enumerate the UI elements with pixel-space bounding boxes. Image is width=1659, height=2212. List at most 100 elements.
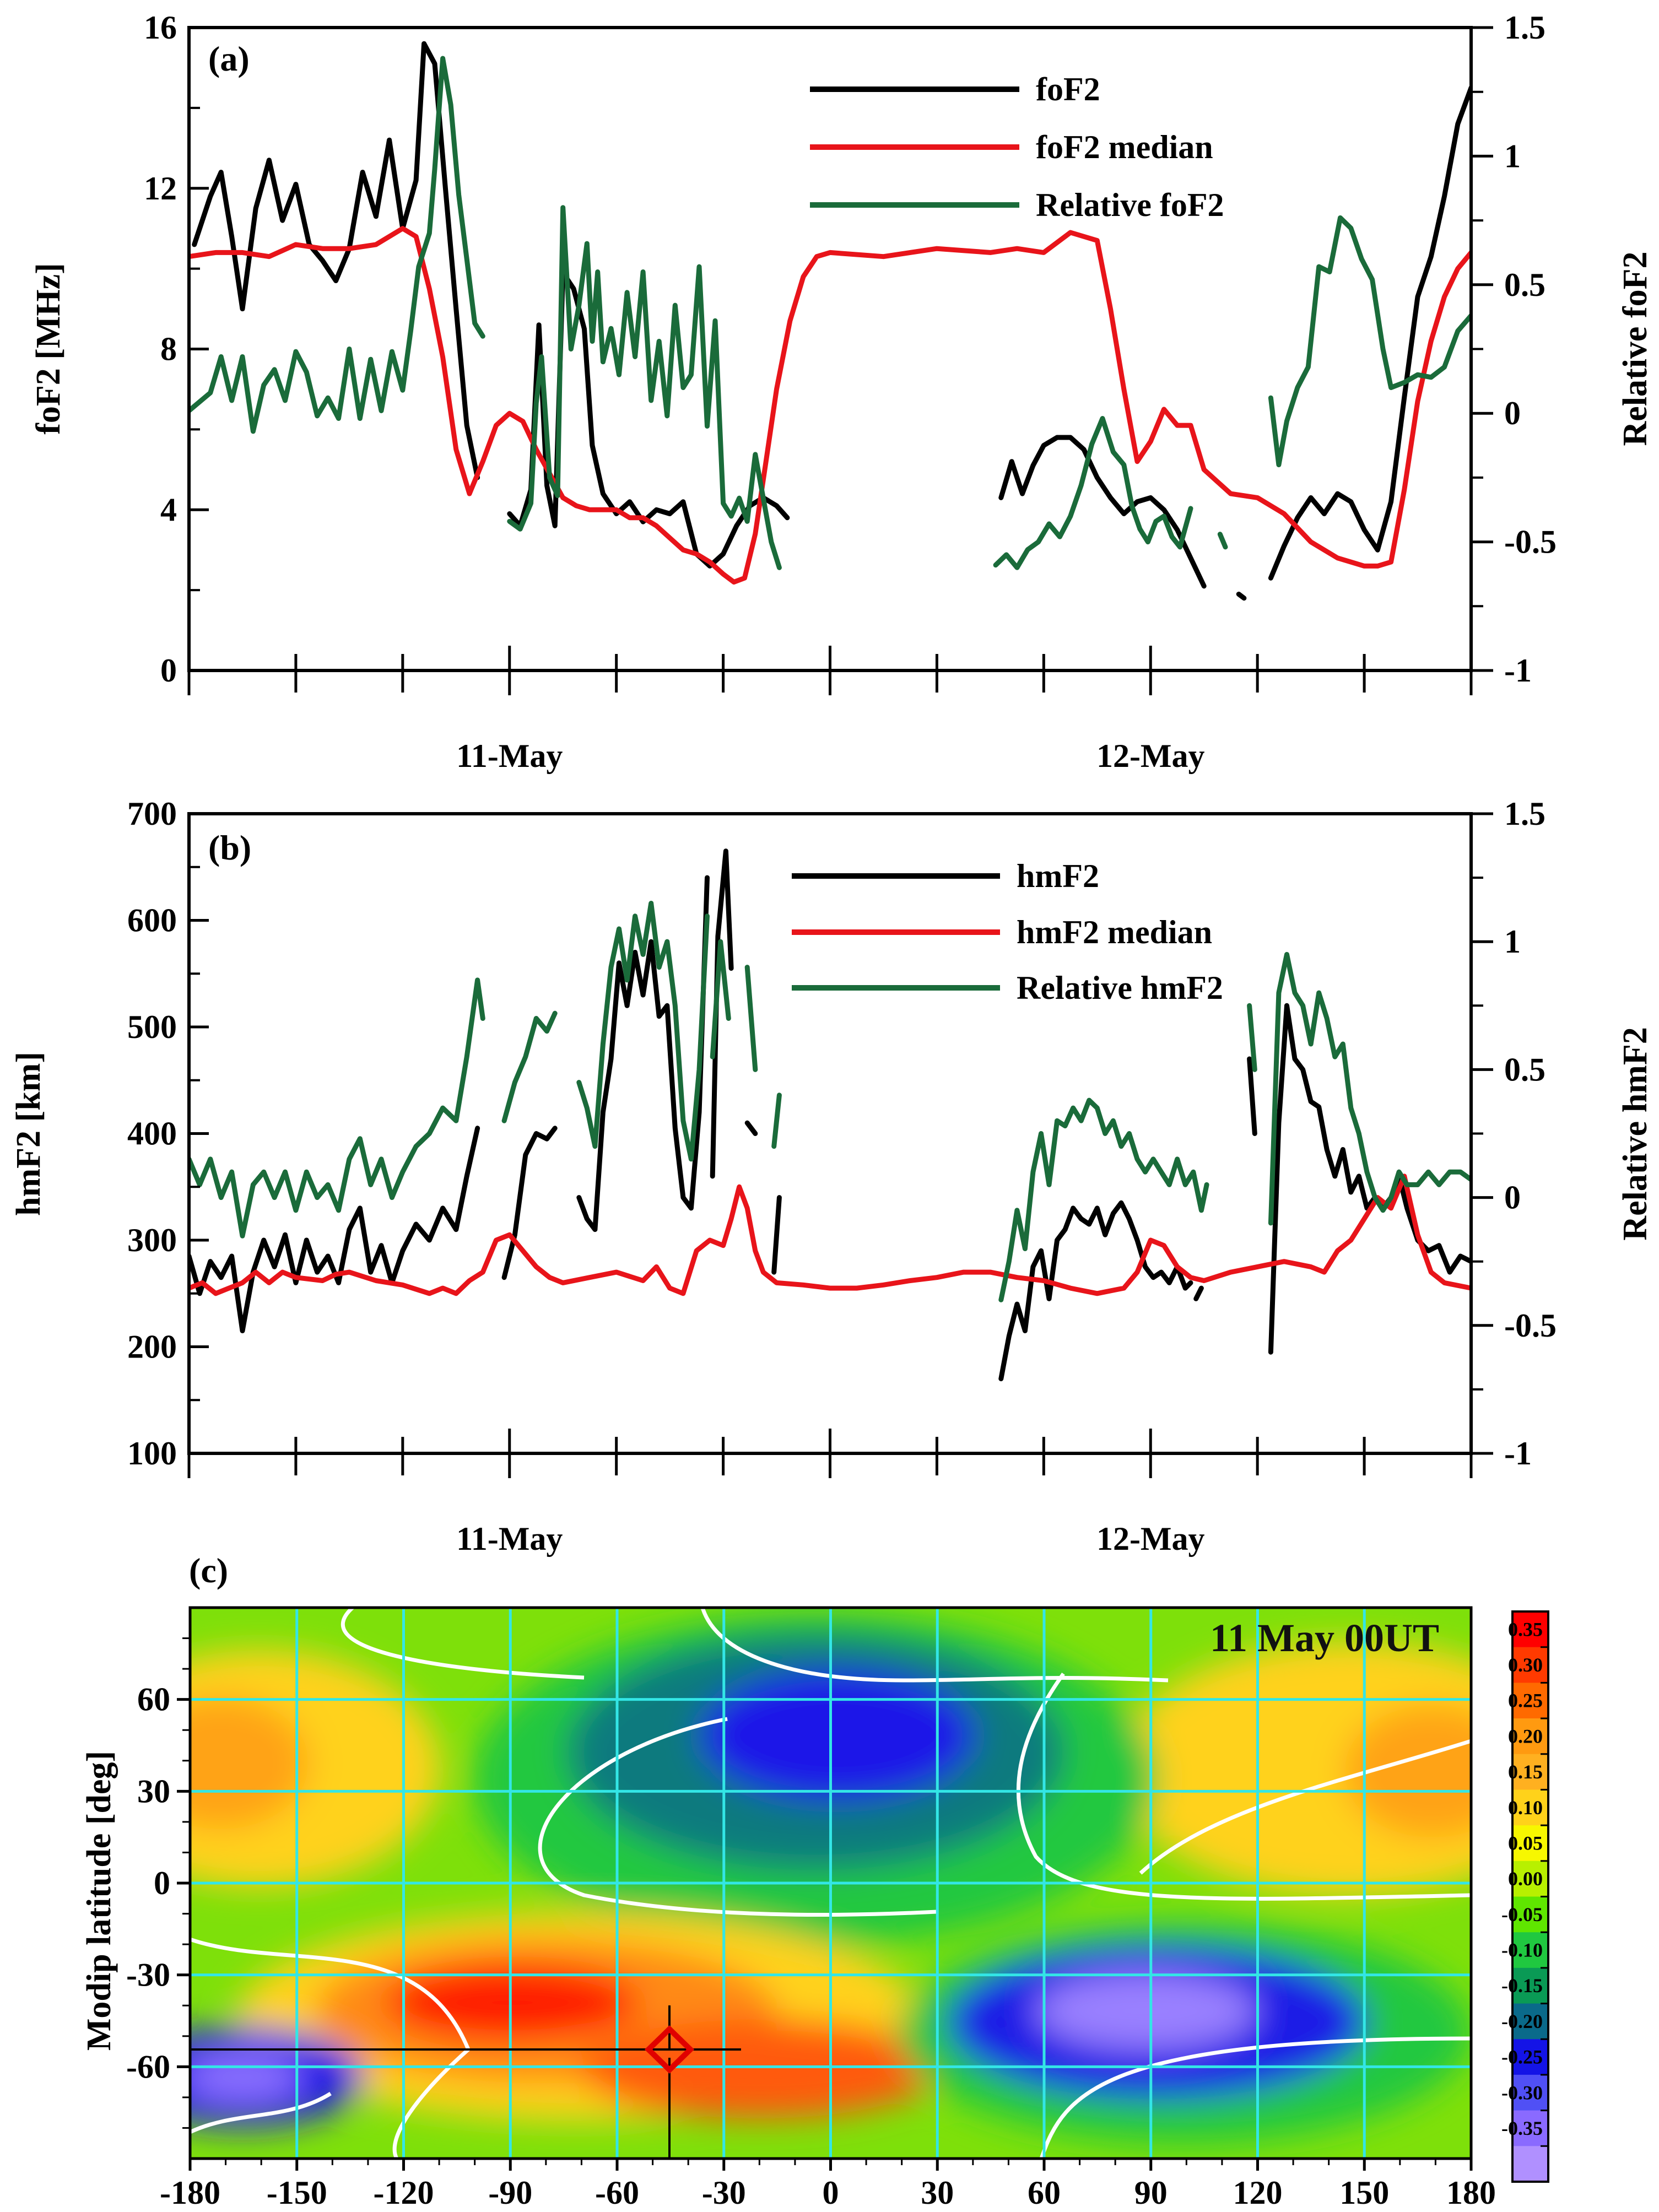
y-tick-label: 4: [160, 491, 177, 528]
series-hmf2: [189, 848, 1471, 1382]
panel-a-series: [189, 41, 1471, 601]
x-date-label: 11-May: [456, 738, 563, 774]
colorbar-label: -0.20: [1501, 2010, 1543, 2032]
y-tick-label: 100: [127, 1435, 177, 1472]
panel-b-legend: hmF2 hmF2 median Relative hmF2: [792, 858, 1223, 1006]
panel-b-ylabel: hmF2 [km]: [10, 1052, 47, 1216]
x-tick-label: -150: [267, 2175, 327, 2211]
series-relative-fof2: [189, 56, 1471, 570]
series-fof2-segment: [998, 435, 1207, 589]
colorbar-label: -0.15: [1501, 1975, 1543, 1997]
colorbar-label: 0.10: [1508, 1797, 1543, 1819]
series-hmf2-segment: [744, 1120, 758, 1136]
y2-tick-label: 1.5: [1504, 9, 1545, 46]
panel-c-label: (c): [189, 1551, 228, 1590]
series-hmf2-segment: [576, 875, 710, 1232]
colorbar-swatch: [1512, 1896, 1548, 1933]
series-relative-fof2-segment: [507, 205, 782, 570]
y-tick-label: 500: [127, 1009, 177, 1045]
zero-contour-trough: [1016, 1672, 1471, 1901]
zero-contour-east: [1139, 1739, 1471, 1875]
colorbar: 0.35 0.30 0.25 0.20 0.15 0.10 0.05 0.00 -0.05 -0.…: [1501, 1610, 1549, 2183]
y-tick-label: 60: [137, 1681, 170, 1718]
colorbar-label: 0.05: [1508, 1832, 1543, 1854]
panel-a-ticks: 0 4 8 12 16 -1 -0.5 0 0.5 1 1.5 11-May 12-May: [144, 9, 1557, 774]
panel-b-y2label: Relative hmF2: [1617, 1027, 1654, 1240]
colorbar-label: 0.20: [1508, 1725, 1543, 1747]
series-hmf2-segment: [1193, 1285, 1204, 1301]
legend-label-hmf2: hmF2: [1017, 858, 1099, 894]
panel-a-label: (a): [208, 39, 250, 78]
zero-contour-center: [700, 1608, 1169, 1683]
y-tick-label: 600: [127, 902, 177, 939]
legend-label-hmf2-median: hmF2 median: [1017, 914, 1212, 950]
x-tick-label: -180: [160, 2175, 220, 2211]
legend-label-fof2-median: foF2 median: [1036, 129, 1213, 165]
colorbar-label: 0.30: [1508, 1654, 1543, 1676]
x-tick-label: 0: [823, 2175, 839, 2211]
panel-b-ticks: 100 200 300 400 500 600 700 -1 -0.5 0 0.5 1 1.5 11-Ma…: [127, 796, 1557, 1557]
panel-a-legend: foF2 foF2 median Relative foF2: [810, 71, 1224, 223]
zero-contour-south-far-west: [190, 2092, 332, 2134]
colorbar-swatch: [1512, 2039, 1548, 2075]
series-hmf2-segment: [998, 1200, 1193, 1382]
x-date-label: 12-May: [1096, 1521, 1205, 1557]
series-fof2-median-segment: [189, 226, 1471, 585]
y2-tick-label: 0.5: [1504, 267, 1545, 303]
x-tick-label: -30: [702, 2175, 746, 2211]
series-relative-hmf2-segment: [1268, 951, 1471, 1226]
series-relative-fof2-segment: [993, 416, 1193, 570]
colorbar-swatch: [1512, 1683, 1548, 1719]
series-hmf2-segment: [1268, 1003, 1471, 1355]
panel-a-frame: [187, 26, 1473, 672]
series-hmf2-segment: [189, 1126, 480, 1333]
legend-label-relative-fof2: Relative foF2: [1036, 187, 1224, 223]
y2-tick-label: 0: [1504, 1180, 1521, 1216]
colorbar-swatch: [1512, 2146, 1548, 2182]
series-hmf2-segment: [771, 1195, 782, 1275]
heatmap-grid: [190, 1608, 1471, 2159]
series-fof2-median: [189, 226, 1471, 585]
colorbar-swatch: [1512, 1861, 1548, 1897]
region-positive-south-core: [386, 1964, 639, 2041]
panel-c: (c): [80, 1551, 1549, 2211]
panel-c-ylabel: Modip latitude [deg]: [80, 1751, 118, 2051]
y2-tick-label: -0.5: [1504, 524, 1557, 560]
colorbar-label: 0.25: [1508, 1690, 1543, 1712]
series-relative-fof2-segment: [1268, 215, 1471, 468]
colorbar-label: 0.00: [1508, 1868, 1543, 1890]
series-relative-fof2-segment: [189, 56, 485, 434]
series-relative-hmf2-segment: [1247, 1003, 1257, 1072]
y-tick-label: 30: [137, 1773, 170, 1809]
y2-tick-label: 0.5: [1504, 1051, 1545, 1088]
y-tick-label: -30: [126, 1957, 170, 1993]
x-tick-label: 180: [1446, 2175, 1496, 2211]
zero-contour-trough-west: [538, 1717, 937, 1917]
y2-tick-label: -0.5: [1504, 1307, 1557, 1344]
y2-tick-label: 1: [1504, 923, 1521, 960]
series-relative-fof2-segment: [1217, 532, 1228, 550]
series-relative-hmf2-segment: [189, 977, 485, 1238]
colorbar-label: -0.35: [1501, 2117, 1543, 2139]
y2-tick-label: 1.5: [1504, 796, 1545, 832]
series-fof2: [192, 41, 1471, 601]
x-tick-label: 150: [1339, 2175, 1389, 2211]
zero-contour-west: [341, 1608, 585, 1680]
colorbar-swatch: [1512, 1789, 1548, 1826]
map-title: 11 May 00UT: [1210, 1616, 1439, 1660]
series-fof2-segment: [1268, 85, 1471, 581]
series-fof2-segment: [192, 41, 480, 480]
colorbar-swatch: [1512, 2110, 1548, 2146]
x-date-label: 11-May: [456, 1521, 563, 1557]
y-tick-label: 16: [144, 9, 177, 46]
series-relative-hmf2-segment: [710, 939, 731, 1059]
heatmap-field: 11 May 00UT: [190, 1608, 1471, 2159]
y-tick-label: 0: [160, 652, 177, 689]
series-relative-hmf2-segment: [501, 1010, 558, 1123]
colorbar-swatch: [1512, 1932, 1548, 1968]
x-date-label: 12-May: [1096, 738, 1205, 774]
panel-a-y2label: Relative foF2: [1617, 252, 1654, 446]
y2-tick-label: -1: [1504, 1435, 1532, 1472]
panel-a-plot-lines: [189, 41, 1471, 601]
x-tick-label: 30: [921, 2175, 954, 2211]
